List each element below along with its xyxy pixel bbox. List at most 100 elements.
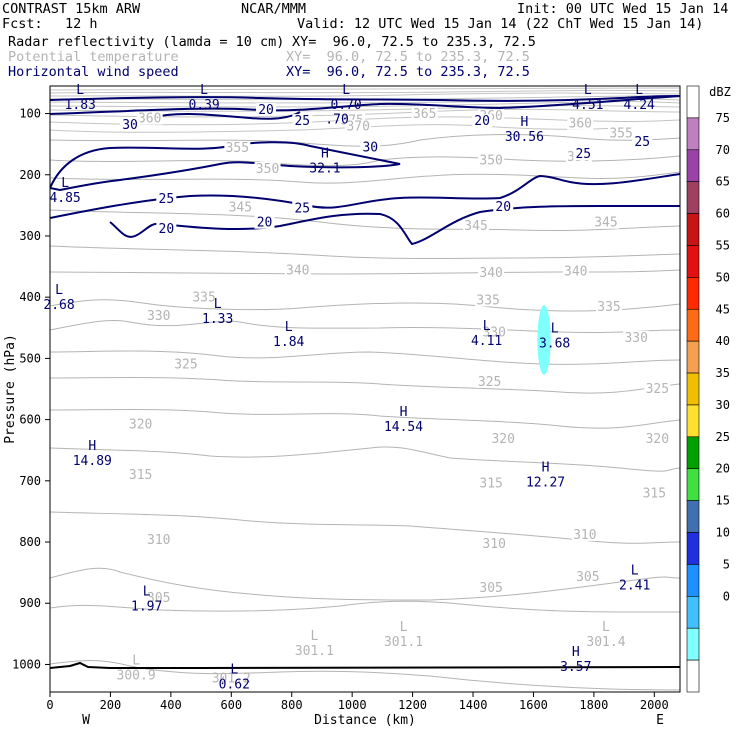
theta-label-bg bbox=[567, 116, 594, 130]
header-fcst-label: Fcst: bbox=[2, 16, 43, 32]
theta-contour-label: 355 bbox=[609, 126, 632, 141]
colorbar-swatch bbox=[686, 340, 700, 374]
extremum-value: 14.89 bbox=[73, 454, 112, 469]
wind-label-bg bbox=[472, 114, 493, 128]
theta-label-bg bbox=[608, 126, 635, 140]
colorbar-level-label: 35 bbox=[716, 366, 730, 380]
theta-label-bg bbox=[475, 293, 502, 307]
x-tick-label: 0 bbox=[46, 698, 53, 712]
colorbar-swatch bbox=[686, 85, 700, 119]
extremum-value: 4.11 bbox=[471, 334, 502, 349]
x-axis-west-label: W bbox=[82, 713, 90, 728]
extremum-value: 14.54 bbox=[384, 420, 423, 435]
theta-contour-label: 325 bbox=[478, 375, 501, 390]
theta-label-bg bbox=[127, 417, 154, 431]
wind-label-bg bbox=[120, 117, 141, 131]
colorbar-level-label: 70 bbox=[716, 143, 730, 157]
extremum-marker: H bbox=[400, 405, 408, 420]
theta-contour-label: 310 bbox=[482, 537, 505, 552]
x-tick-label: 1200 bbox=[398, 698, 427, 712]
theta-label-bg bbox=[191, 290, 218, 304]
colorbar-swatch bbox=[686, 404, 700, 438]
wind-contour-label: 25 bbox=[294, 114, 310, 129]
theta-contour-label: 335 bbox=[597, 300, 620, 315]
y-tick-label: 200 bbox=[19, 168, 41, 182]
theta-contour-label: 370 bbox=[346, 120, 369, 135]
wind-contour-label: 20 bbox=[474, 114, 490, 129]
header-center: NCAR/MMM bbox=[241, 1, 307, 17]
theta-label-bg bbox=[595, 300, 622, 314]
colorbar-swatch bbox=[686, 468, 700, 501]
theta-label-bg bbox=[481, 537, 508, 551]
extremum-marker: L bbox=[635, 83, 643, 98]
colorbar-level-label: 50 bbox=[716, 270, 730, 284]
theta-contour-label: 340 bbox=[286, 263, 309, 278]
colorbar-swatch bbox=[686, 596, 700, 629]
theta-label-bg bbox=[478, 581, 505, 595]
colorbar-level-label: 75 bbox=[716, 111, 730, 125]
wind-label-layer: 30 20 25 30 20 25 25 25 25 20 20 20 bbox=[120, 103, 653, 237]
wind-label-bg bbox=[156, 191, 177, 205]
theta-label-bg bbox=[345, 119, 372, 133]
y-tick-label: 700 bbox=[19, 474, 41, 488]
colorbar-swatch bbox=[686, 149, 700, 182]
colorbar-swatch bbox=[686, 308, 700, 342]
theta-label-bg bbox=[476, 374, 503, 388]
wind-label-bg bbox=[256, 103, 277, 117]
theta-label-bg bbox=[641, 486, 668, 500]
extremum-value: 0.39 bbox=[188, 98, 219, 113]
extremum-marker: H bbox=[572, 645, 580, 660]
wind-contour-label: 25 bbox=[575, 147, 591, 162]
extremum-value: 1.97 bbox=[131, 599, 162, 614]
theta-label-bg bbox=[644, 431, 671, 445]
extremum-marker: L bbox=[310, 629, 318, 644]
colorbar-swatch bbox=[686, 436, 700, 470]
wind-contour-label: 25 bbox=[159, 192, 175, 207]
theta-label-bg bbox=[411, 106, 438, 120]
extremum-value: 4.24 bbox=[624, 98, 655, 113]
wind-label-bg bbox=[156, 221, 177, 235]
extremum-marker: L bbox=[483, 319, 491, 334]
colorbar-swatch bbox=[686, 532, 700, 565]
theta-contour-label: 310 bbox=[147, 533, 170, 548]
colorbar-level-label: 20 bbox=[716, 462, 730, 476]
theta-label-bg bbox=[592, 215, 619, 229]
theta-label-bg bbox=[127, 467, 154, 481]
extremum-value: 301.1 bbox=[384, 635, 423, 650]
theta-contour-label: 335 bbox=[476, 293, 499, 308]
theta-contour-label: 305 bbox=[147, 591, 170, 606]
extremum-value: 2.68 bbox=[43, 298, 74, 313]
header-fcst-value: 12 h bbox=[65, 16, 98, 32]
theta-contour-label: 330 bbox=[482, 325, 505, 340]
extremum-value: 1.33 bbox=[202, 312, 233, 327]
colorbar-level-label: 0 bbox=[723, 589, 730, 603]
extremum-marker: L bbox=[631, 563, 639, 578]
colorbar-swatch bbox=[686, 213, 700, 246]
theta-contour-label: 315 bbox=[129, 468, 152, 483]
header-title: CONTRAST 15km ARW bbox=[2, 1, 141, 17]
wind-contour-label: 20 bbox=[257, 216, 273, 231]
extremum-marker: L bbox=[61, 176, 69, 191]
theta-label-bg bbox=[254, 161, 281, 175]
wind-contour-label: 25 bbox=[294, 202, 310, 217]
wind-contour-label: 20 bbox=[258, 103, 274, 118]
theta-label-bg bbox=[284, 263, 311, 277]
wind-contour-label: 20 bbox=[495, 200, 511, 215]
theta-contour-label: 350 bbox=[256, 162, 279, 177]
theta-contour-label: 315 bbox=[479, 476, 502, 491]
extremum-value: .70 bbox=[325, 113, 348, 128]
field-theta-xy: XY= 96.0, 72.5 to 235.3, 72.5 bbox=[286, 49, 530, 65]
wind-contour-label: 25 bbox=[634, 135, 650, 150]
extremum-marker: L bbox=[55, 283, 63, 298]
extremum-value: 2.41 bbox=[619, 578, 650, 593]
theta-contour-label: 310 bbox=[573, 528, 596, 543]
theta-label-bg bbox=[562, 264, 589, 278]
x-tick-label: 400 bbox=[160, 698, 182, 712]
extremum-marker: L bbox=[285, 320, 293, 335]
extremum-marker: L bbox=[132, 653, 140, 668]
x-axis-east-label: E bbox=[656, 713, 664, 728]
x-tick-label: 800 bbox=[281, 698, 303, 712]
y-tick-label: 500 bbox=[19, 351, 41, 365]
